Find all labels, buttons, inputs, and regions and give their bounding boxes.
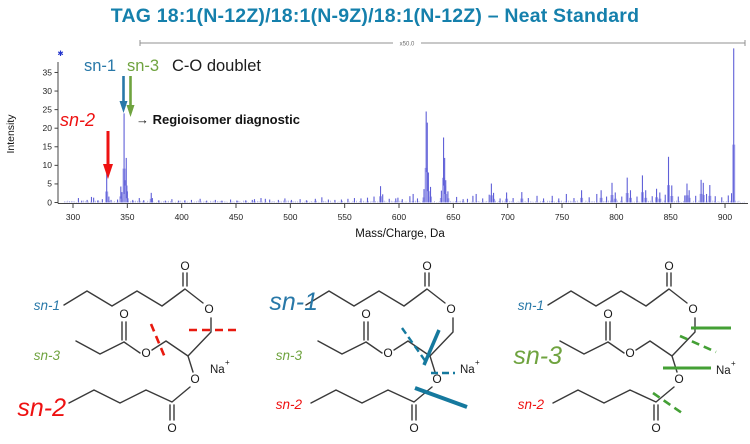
carbonyl-oxygen: O	[664, 259, 673, 273]
cleavage-marks-red	[149, 323, 236, 361]
y-axis-ticks: 0 5 10 15 20 25 30 35	[43, 67, 58, 207]
svg-text:35: 35	[43, 67, 53, 77]
mass-spectrum-plot: x50.0 ✱ 0 5 10 15 20 25 30 35 300 350 400 450 500 55…	[5, 40, 748, 240]
svg-text:350: 350	[120, 212, 134, 222]
svg-text:800: 800	[609, 212, 623, 222]
ester-oxygen: O	[625, 346, 634, 360]
cleavage-marks-green	[652, 326, 731, 415]
svg-text:900: 900	[718, 212, 732, 222]
sn2-arrow-icon	[103, 131, 113, 179]
svg-text:700: 700	[501, 212, 515, 222]
sn1-label: sn-1	[518, 298, 544, 313]
carbonyl-oxygen: O	[651, 421, 660, 435]
ester-oxygen: O	[674, 372, 683, 386]
sn3-arrow-icon	[126, 76, 135, 117]
figure-title: TAG 18:1(N-12Z)/18:1(N-9Z)/18:1(N-12Z) –…	[110, 5, 640, 27]
ester-oxygen: O	[190, 372, 199, 386]
ester-oxygen: O	[432, 372, 441, 386]
sn2-label-highlighted: sn-2	[17, 394, 66, 422]
svg-text:500: 500	[283, 212, 297, 222]
tag-structure-sn1-cleavage: O O O O O O Na + sn-1 sn-3 sn-2	[269, 259, 480, 435]
sn3-label: sn-3	[276, 348, 303, 363]
svg-text:25: 25	[43, 104, 53, 114]
sn1-label-highlighted: sn-1	[269, 288, 318, 316]
svg-text:30: 30	[43, 86, 53, 96]
tag-structure-sn3-cleavage: O O O O O O Na + sn-1 sn-3 sn-2	[513, 259, 736, 435]
annotation-co-doublet: C-O doublet	[172, 57, 261, 75]
carbonyl-oxygen: O	[167, 421, 176, 435]
svg-text:600: 600	[392, 212, 406, 222]
x-axis-ticks: 300 350 400 450 500 550 600 650 700 750 800 850 900	[66, 203, 732, 222]
sn3-label: sn-3	[34, 348, 61, 363]
cleavage-marks-blue	[401, 327, 468, 409]
spectrum-peaks	[77, 48, 736, 203]
svg-text:300: 300	[66, 212, 80, 222]
sn2-label: sn-2	[518, 397, 545, 412]
svg-text:10: 10	[43, 160, 53, 170]
charge-label: +	[731, 359, 736, 368]
sodium-label: Na	[460, 364, 475, 376]
sn1-arrow-icon	[119, 76, 128, 113]
ester-oxygen: O	[141, 346, 150, 360]
carbonyl-oxygen: O	[180, 259, 189, 273]
annotation-sn1: sn-1	[84, 57, 116, 75]
charge-label: +	[475, 358, 480, 367]
carbonyl-oxygen: O	[603, 307, 612, 321]
svg-text:850: 850	[664, 212, 678, 222]
ester-oxygen: O	[688, 302, 697, 316]
sn1-label: sn-1	[34, 298, 60, 313]
svg-text:550: 550	[338, 212, 352, 222]
magnification-bracket: x50.0	[139, 40, 746, 48]
sodium-label: Na	[716, 365, 731, 377]
carbonyl-oxygen: O	[422, 259, 431, 273]
annotation-sn3: sn-3	[127, 57, 159, 75]
svg-text:5: 5	[47, 179, 52, 189]
tag-structure-sn2-cleavage: O O O O O O Na + sn-1 sn-3 sn-2	[17, 259, 236, 435]
charge-label: +	[225, 358, 230, 367]
sn3-label-highlighted: sn-3	[513, 342, 562, 370]
sodium-label: Na	[210, 364, 225, 376]
sn2-label: sn-2	[276, 397, 303, 412]
y-axis-label: Intensity	[5, 114, 17, 154]
glycerol-skeleton	[305, 272, 454, 421]
svg-text:15: 15	[43, 142, 53, 152]
svg-text:20: 20	[43, 123, 53, 133]
carbonyl-oxygen: O	[361, 307, 370, 321]
carbonyl-oxygen: O	[119, 307, 128, 321]
svg-text:750: 750	[555, 212, 569, 222]
svg-text:450: 450	[229, 212, 243, 222]
magnification-label: x50.0	[400, 42, 415, 48]
svg-text:650: 650	[446, 212, 460, 222]
x-axis-label: Mass/Charge, Da	[355, 228, 445, 240]
annotation-sn2: sn-2	[60, 110, 95, 130]
offscale-marker-icon: ✱	[57, 49, 64, 58]
annotation-regioisomer-diagnostic: → Regioisomer diagnostic	[136, 112, 300, 127]
glycerol-skeleton	[547, 272, 696, 421]
svg-text:0: 0	[47, 197, 52, 207]
carbonyl-oxygen: O	[409, 421, 418, 435]
ester-oxygen: O	[446, 302, 455, 316]
svg-text:400: 400	[175, 212, 189, 222]
ester-oxygen: O	[383, 346, 392, 360]
ester-oxygen: O	[204, 302, 213, 316]
glycerol-skeleton	[63, 272, 212, 421]
